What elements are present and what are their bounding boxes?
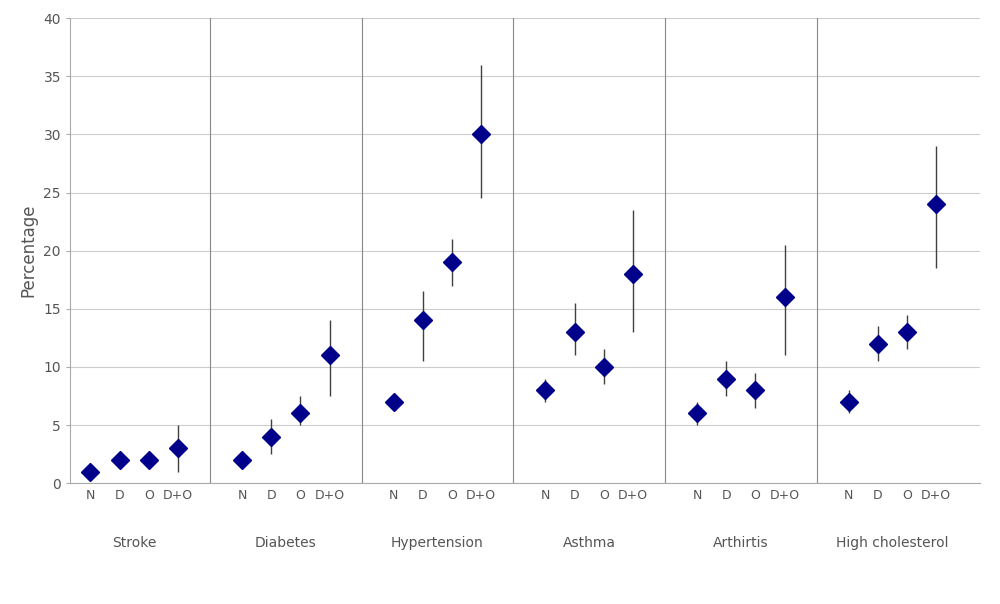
- Text: Asthma: Asthma: [563, 536, 616, 550]
- Text: Arthirtis: Arthirtis: [713, 536, 769, 550]
- Text: High cholesterol: High cholesterol: [836, 536, 949, 550]
- Y-axis label: Percentage: Percentage: [20, 204, 38, 297]
- Text: Hypertension: Hypertension: [391, 536, 484, 550]
- Text: Diabetes: Diabetes: [255, 536, 317, 550]
- Text: Stroke: Stroke: [112, 536, 156, 550]
